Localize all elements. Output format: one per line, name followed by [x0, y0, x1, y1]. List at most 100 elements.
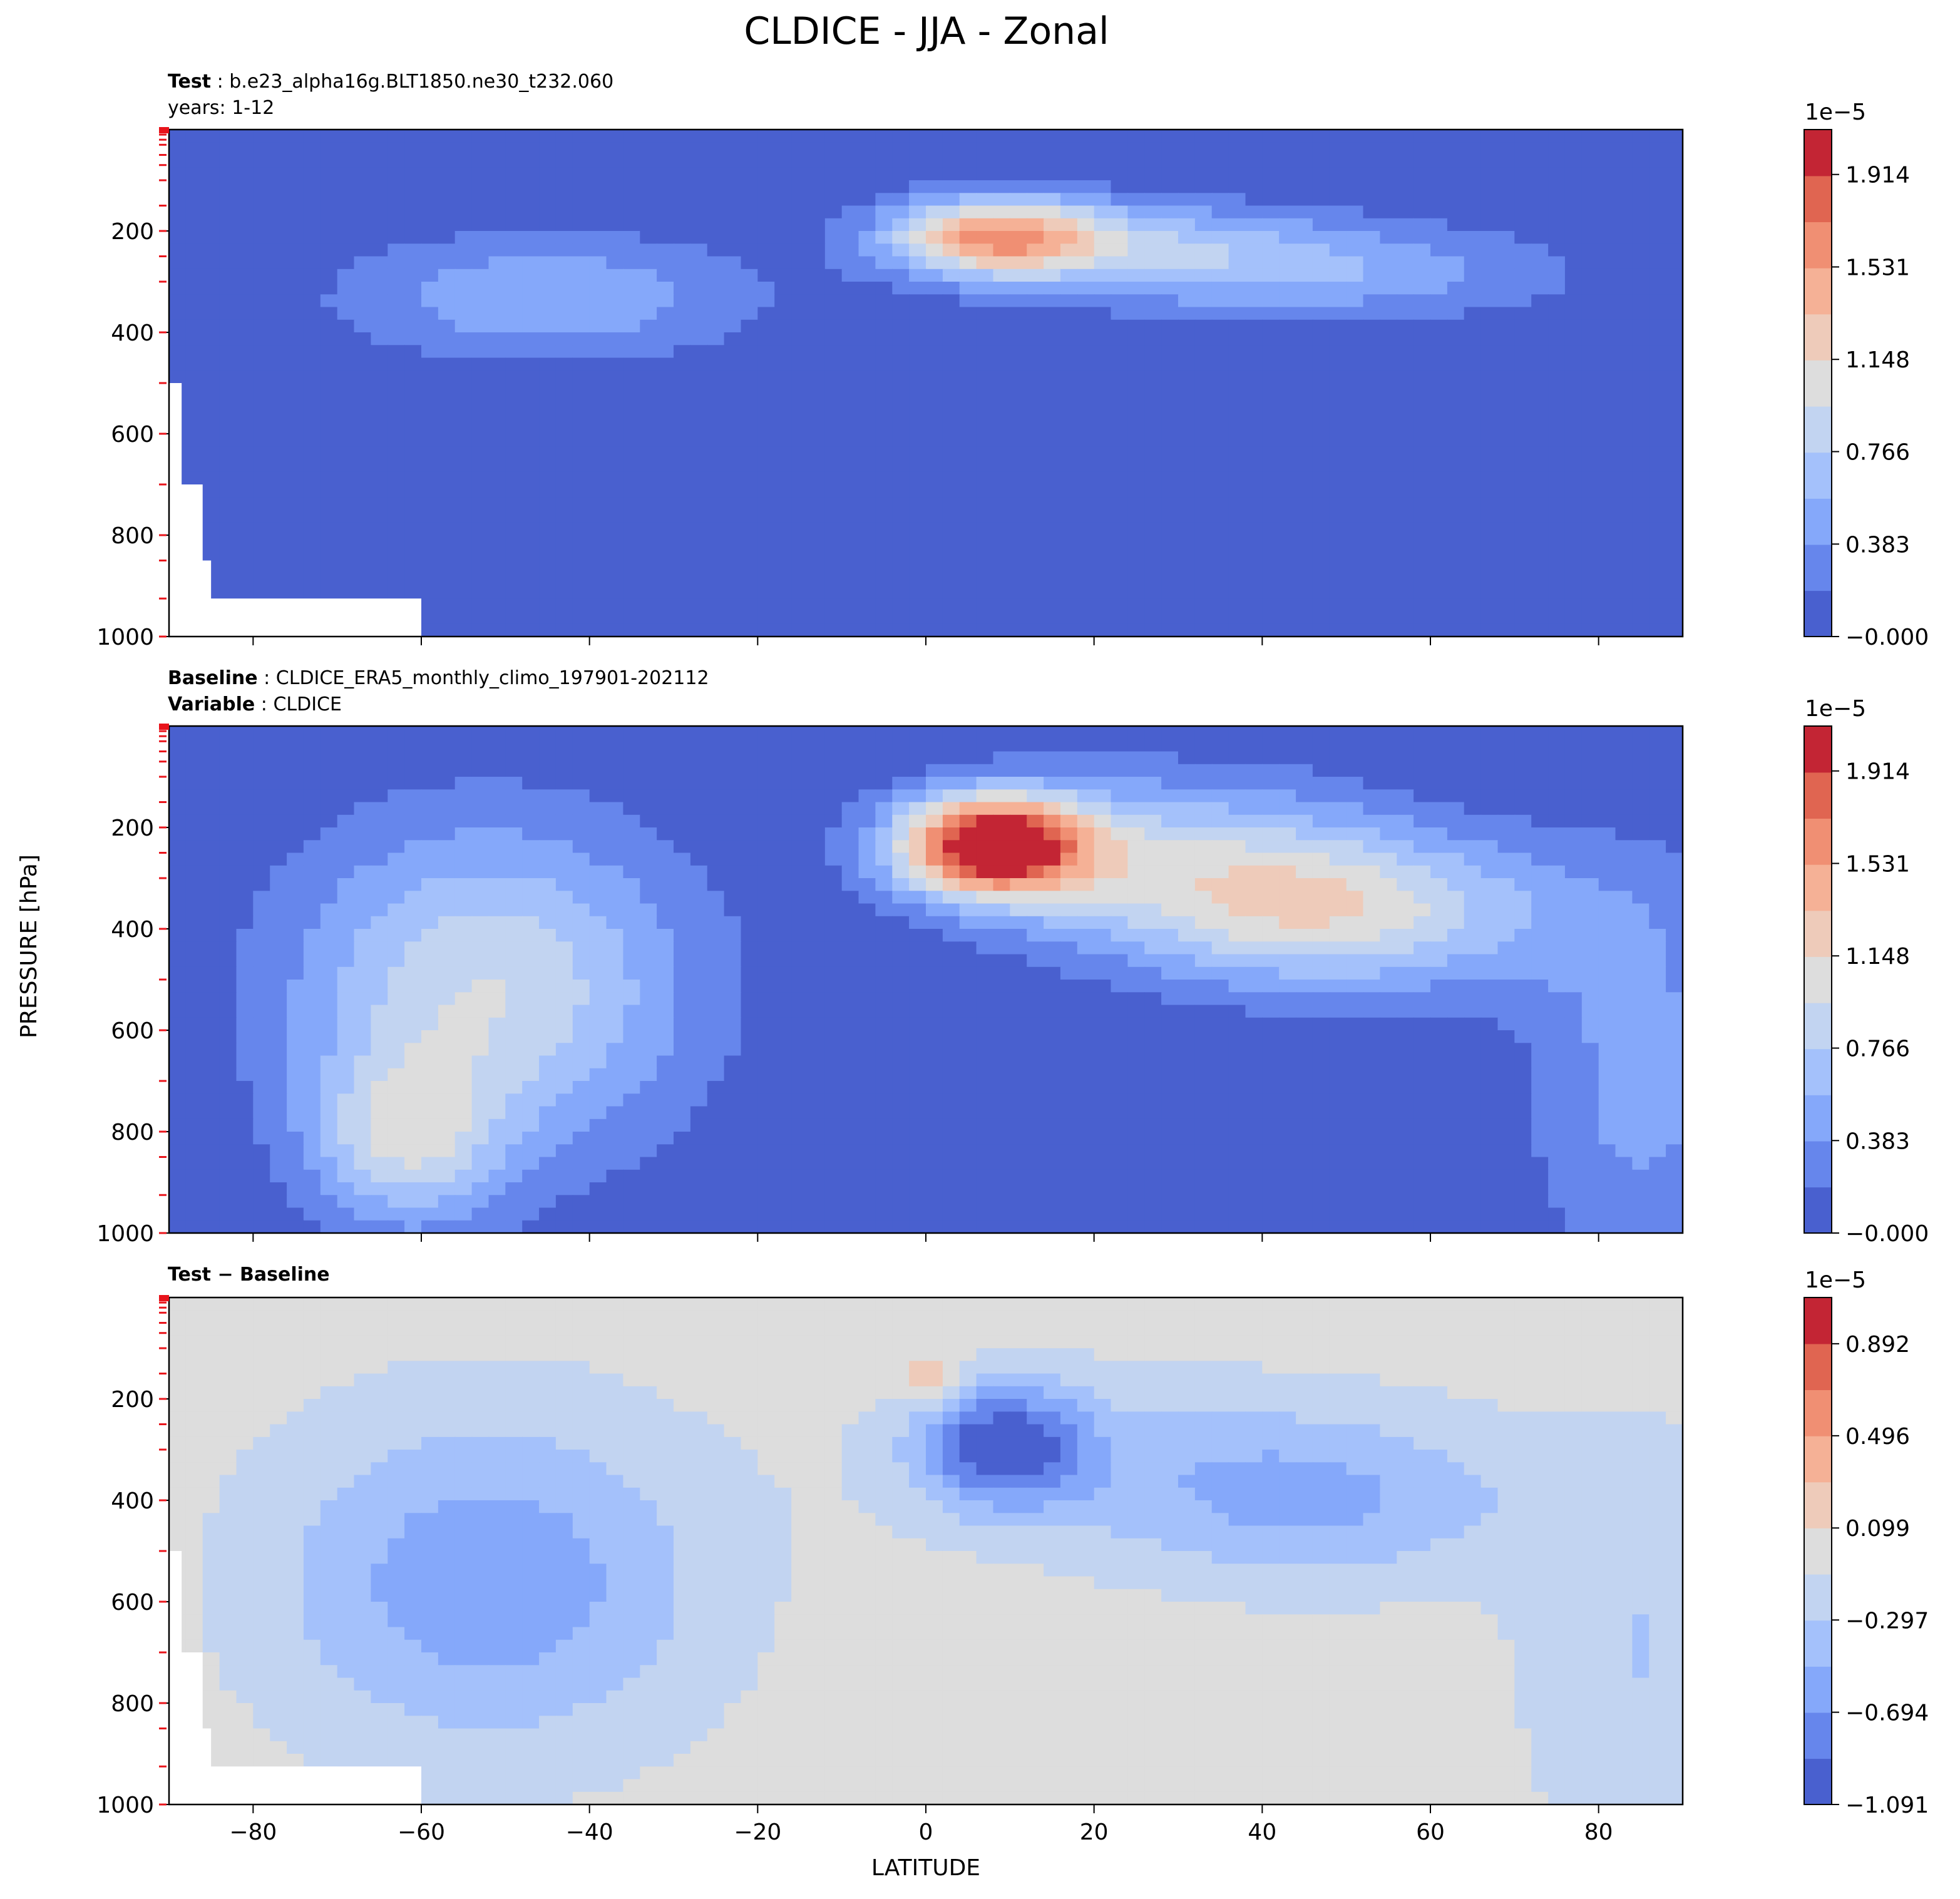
contour-cell	[1296, 307, 1313, 320]
contour-cell	[1363, 751, 1381, 765]
contour-cell	[1615, 802, 1633, 816]
contour-cell	[774, 231, 792, 245]
contour-cell	[454, 434, 473, 448]
contour-cell	[1027, 193, 1044, 207]
contour-cell	[791, 205, 809, 219]
contour-cell	[707, 357, 725, 371]
contour-cell	[875, 256, 893, 270]
contour-cell	[926, 764, 943, 777]
contour-cell	[1211, 484, 1229, 498]
contour-cell	[909, 383, 926, 397]
contour-cell	[774, 852, 792, 866]
contour-cell	[875, 167, 893, 181]
contour-cell	[371, 370, 389, 384]
contour-cell	[808, 180, 826, 194]
contour-cell	[707, 180, 725, 194]
contour-cell	[1447, 345, 1465, 359]
contour-cell	[1447, 332, 1465, 346]
contour-cell	[1480, 751, 1499, 765]
contour-cell	[640, 319, 657, 333]
contour-cell	[270, 180, 287, 194]
contour-cell	[371, 827, 389, 841]
contour-cell	[1127, 357, 1146, 371]
contour-cell	[926, 319, 943, 333]
contour-cell	[303, 903, 321, 917]
contour-cell	[1531, 611, 1549, 625]
contour-cell	[1279, 777, 1296, 791]
contour-cell	[1581, 484, 1599, 498]
contour-cell	[438, 586, 456, 600]
contour-cell	[505, 827, 523, 841]
contour-cell	[387, 282, 405, 295]
contour-cell	[1548, 142, 1566, 156]
contour-cell	[1296, 865, 1313, 879]
contour-cell	[1666, 573, 1683, 586]
contour-cell	[1649, 307, 1666, 320]
contour-cell	[1144, 509, 1162, 523]
contour-cell	[1598, 611, 1616, 625]
contour-cell	[926, 256, 943, 270]
contour-cell	[421, 142, 439, 156]
contour-cell	[1464, 142, 1482, 156]
contour-cell	[1430, 497, 1448, 511]
contour-cell	[1464, 155, 1482, 168]
contour-cell	[741, 396, 759, 409]
contour-cell	[1279, 484, 1296, 498]
contour-cell	[724, 827, 742, 841]
contour-cell	[337, 396, 355, 409]
contour-cell	[606, 777, 624, 791]
contour-cell	[555, 573, 573, 586]
contour-cell	[1414, 751, 1431, 765]
contour-cell	[1178, 218, 1196, 232]
contour-cell	[774, 155, 792, 168]
contour-cell	[219, 332, 237, 346]
contour-cell	[1111, 269, 1129, 282]
contour-cell	[606, 180, 624, 194]
contour-cell	[993, 332, 1011, 346]
contour-cell	[387, 256, 405, 270]
contour-cell	[1666, 155, 1683, 168]
contour-cell	[1296, 383, 1313, 397]
contour-cell	[1111, 383, 1129, 397]
contour-cell	[1514, 535, 1532, 549]
contour-cell	[976, 218, 994, 232]
contour-cell	[1447, 726, 1465, 740]
contour-cell	[421, 155, 439, 168]
contour-cell	[320, 193, 338, 207]
contour-cell	[606, 726, 624, 740]
contour-cell	[1211, 573, 1229, 586]
contour-cell	[657, 142, 674, 156]
contour-cell	[875, 269, 893, 282]
contour-cell	[1044, 332, 1061, 346]
contour-cell	[657, 726, 674, 740]
contour-cell	[606, 548, 624, 561]
contour-cell	[623, 827, 641, 841]
contour-cell	[471, 764, 490, 777]
contour-cell	[1111, 891, 1129, 904]
contour-cell	[858, 903, 876, 917]
contour-cell	[371, 891, 389, 904]
contour-cell	[1514, 598, 1532, 612]
contour-cell	[959, 611, 977, 625]
contour-cell	[471, 548, 490, 561]
contour-cell	[471, 878, 490, 892]
contour-cell	[219, 840, 237, 854]
contour-cell	[1111, 814, 1129, 828]
contour-cell	[1262, 509, 1280, 523]
contour-cell	[976, 130, 994, 143]
contour-cell	[724, 586, 742, 600]
contour-cell	[169, 256, 187, 270]
contour-cell	[824, 598, 843, 612]
contour-cell	[942, 396, 960, 409]
contour-cell	[909, 598, 926, 612]
contour-cell	[1447, 827, 1465, 841]
contour-cell	[505, 789, 523, 803]
contour-cell	[741, 611, 759, 625]
contour-cell	[1414, 307, 1431, 320]
contour-cell	[1027, 764, 1044, 777]
contour-cell	[1497, 865, 1516, 879]
contour-cell	[841, 840, 859, 854]
contour-cell	[454, 827, 473, 841]
contour-cell	[623, 751, 641, 765]
contour-cell	[1178, 611, 1196, 625]
